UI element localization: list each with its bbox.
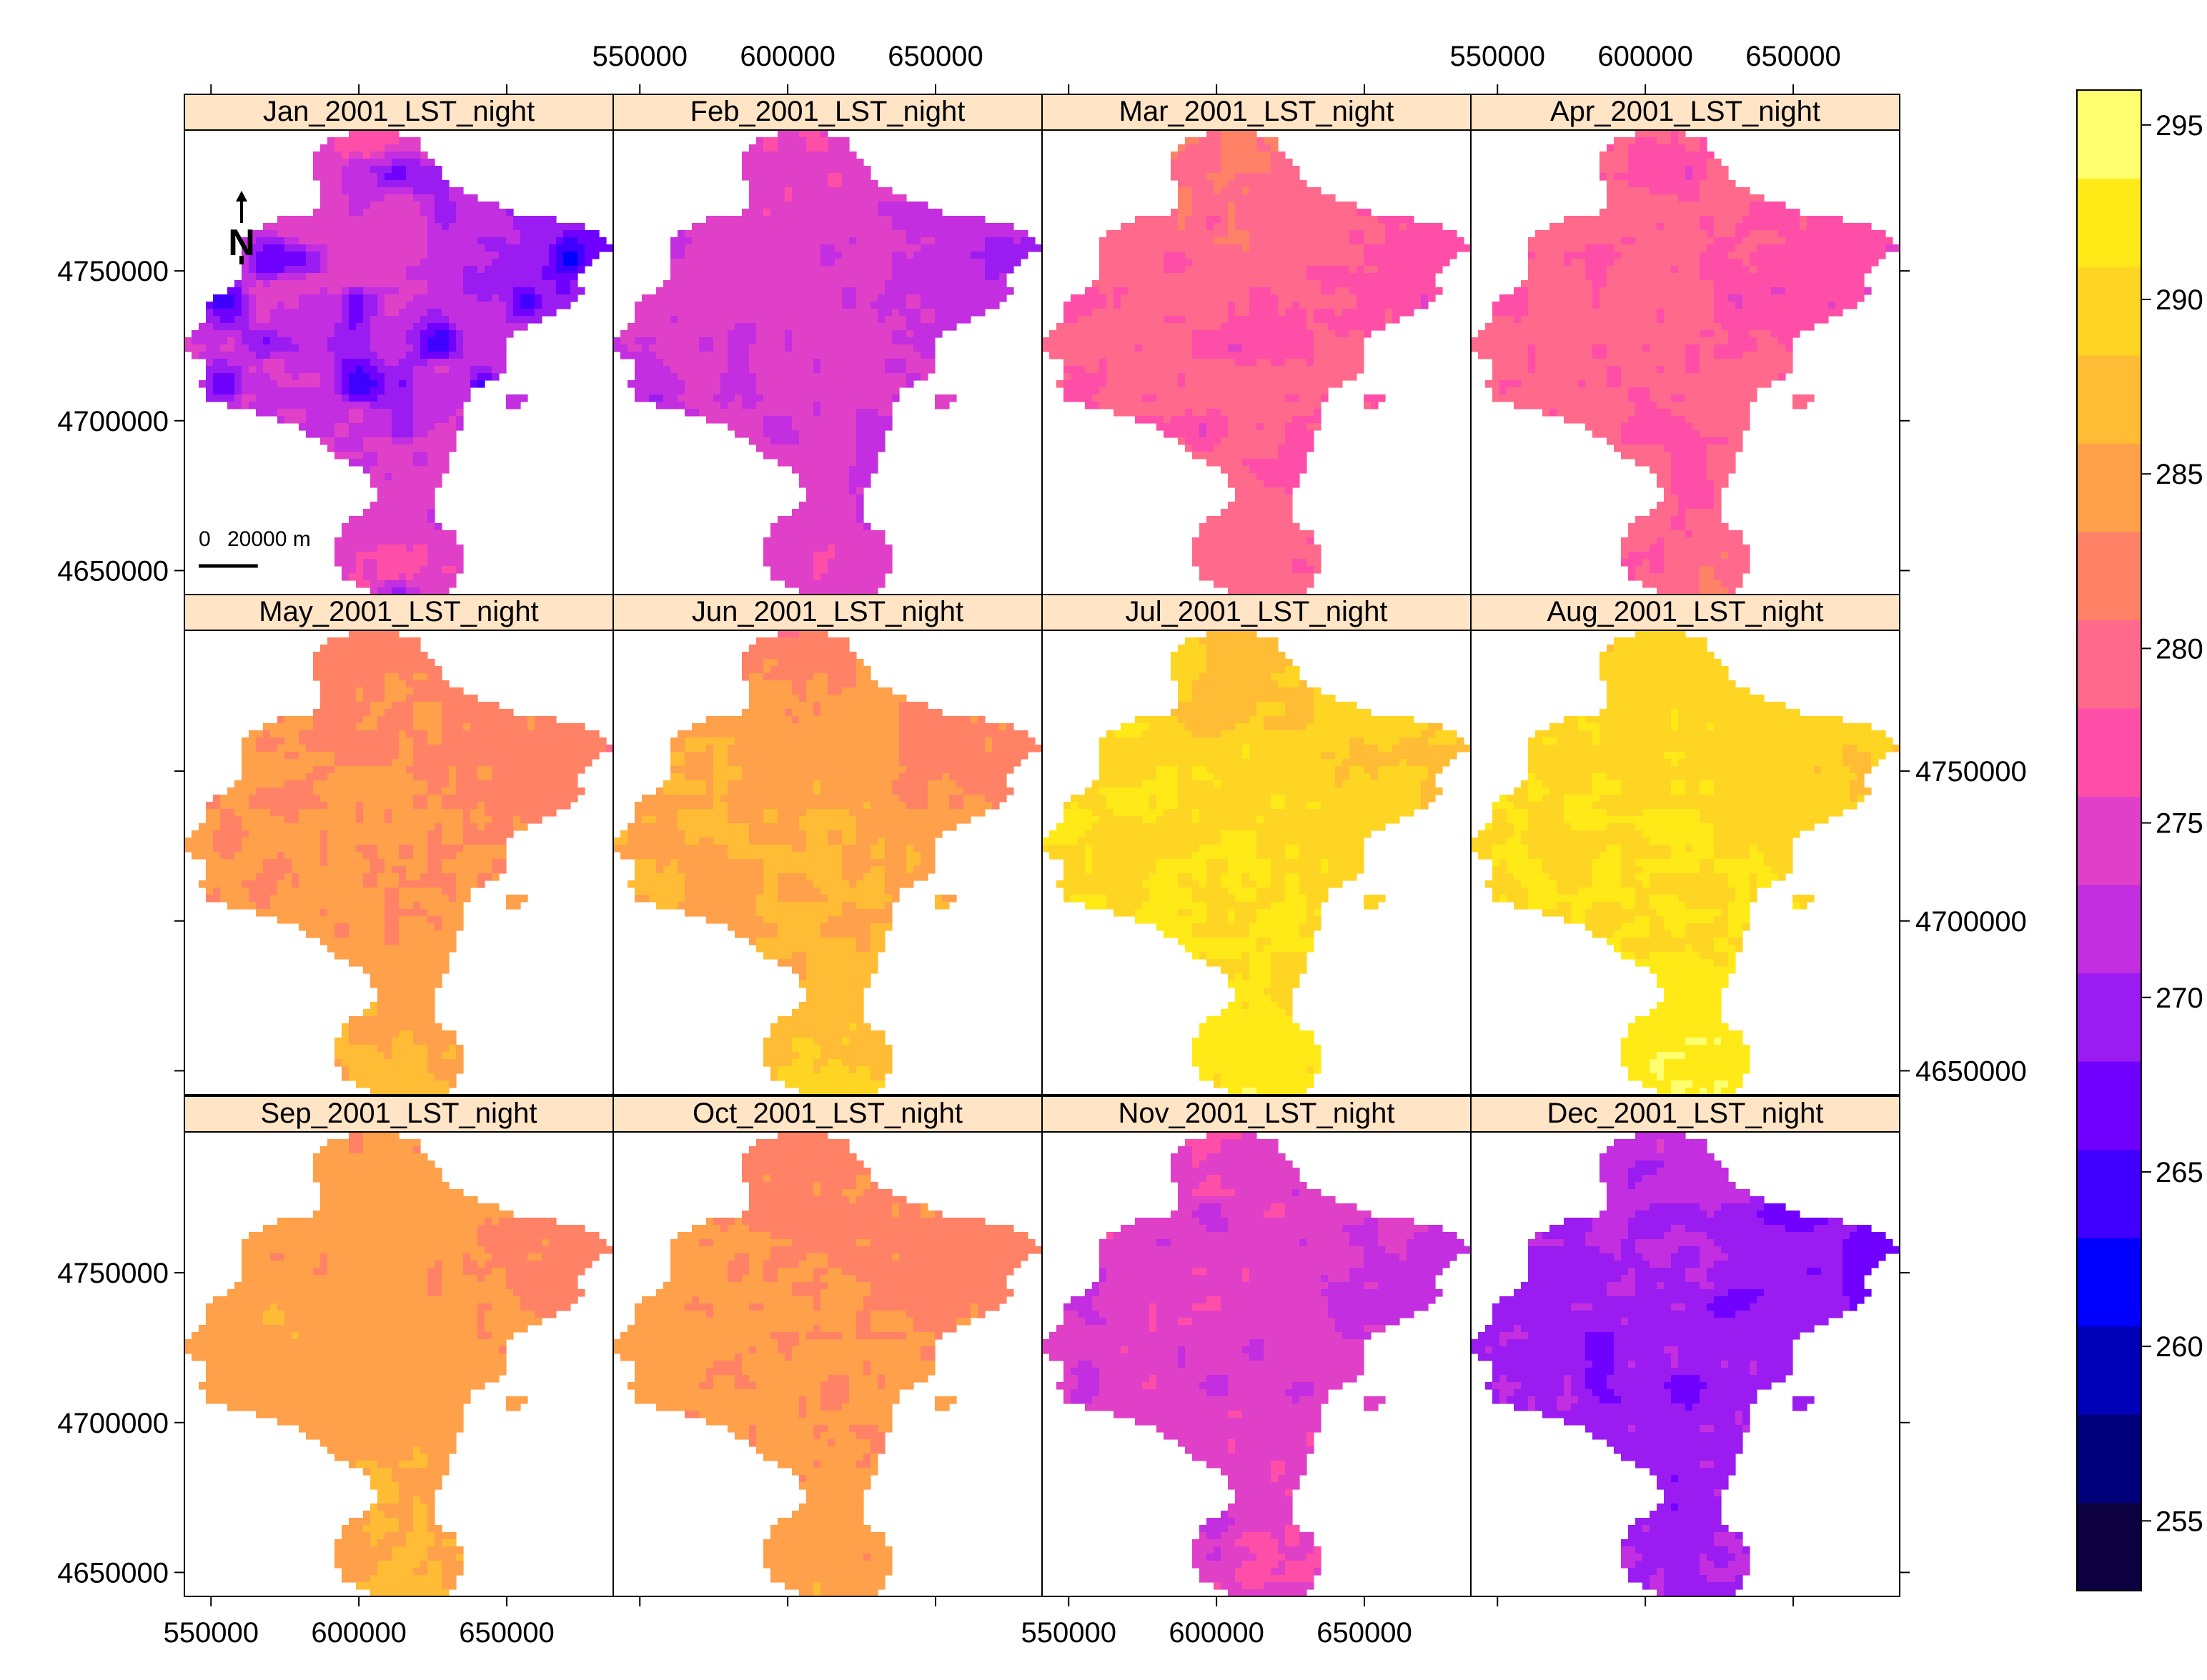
y-tick-label: 4750000	[1915, 756, 2027, 787]
y-tick-label: 4650000	[57, 1557, 169, 1589]
colorbar-swatch	[2077, 532, 2141, 620]
colorbar-swatch	[2077, 796, 2141, 885]
map-panel-May_2001_LST_night: May_2001_LST_night	[184, 595, 614, 1095]
colorbar-swatch	[2077, 1061, 2141, 1150]
x-tick-label: 550000	[1449, 41, 1544, 72]
panel-title: Mar_2001_LST_night	[1119, 96, 1394, 127]
x-tick-label: 650000	[888, 41, 983, 72]
panel-title: Jun_2001_LST_night	[692, 596, 963, 627]
colorbar-swatch	[2077, 179, 2141, 267]
panel-title: Sep_2001_LST_night	[261, 1098, 537, 1129]
panel-title: Nov_2001_LST_night	[1119, 1098, 1395, 1129]
panel-title: Jan_2001_LST_night	[263, 96, 535, 127]
x-tick-label: 550000	[163, 1617, 258, 1649]
colorbar-swatch	[2077, 885, 2141, 973]
colorbar-tick-label: 265	[2156, 1157, 2203, 1188]
colorbar-swatch	[2077, 1326, 2141, 1414]
y-tick-label: 4700000	[1915, 906, 2027, 938]
x-tick-label: 550000	[592, 41, 687, 72]
colorbar-swatch	[2077, 708, 2141, 797]
map-panel-Aug_2001_LST_night: Aug_2001_LST_night	[1471, 595, 1900, 1095]
panel-title: Oct_2001_LST_night	[693, 1098, 963, 1129]
colorbar-swatch	[2077, 355, 2141, 444]
x-tick-label: 600000	[1169, 1617, 1264, 1649]
x-tick-label: 600000	[740, 41, 835, 72]
x-tick-label: 650000	[1745, 41, 1840, 72]
panel-title: Apr_2001_LST_night	[1550, 96, 1820, 127]
panel-title: Feb_2001_LST_night	[690, 96, 966, 127]
scale-bar-length: 20000 m	[227, 527, 311, 551]
colorbar-swatch	[2077, 620, 2141, 708]
colorbar-tick-label: 270	[2156, 983, 2203, 1014]
colorbar-swatch	[2077, 90, 2141, 179]
colorbar-legend: 255 260 265 270 275 280 285 290 295	[2077, 90, 2203, 1591]
colorbar-swatch	[2077, 1502, 2141, 1591]
y-tick-label: 4650000	[1915, 1055, 2027, 1087]
y-tick-label: 4750000	[57, 256, 169, 287]
colorbar-swatch	[2077, 443, 2141, 532]
colorbar-swatch	[2077, 1414, 2141, 1503]
colorbar-swatch	[2077, 973, 2141, 1061]
colorbar-swatch	[2077, 1149, 2141, 1238]
y-tick-label: 4750000	[57, 1258, 169, 1289]
y-tick-label: 4700000	[57, 1408, 169, 1439]
map-panel-Nov_2001_LST_night: Nov_2001_LST_night	[1042, 1096, 1472, 1597]
map-panel-Dec_2001_LST_night: Dec_2001_LST_night	[1471, 1096, 1900, 1597]
x-tick-label: 650000	[459, 1617, 554, 1649]
colorbar-swatch	[2077, 1238, 2141, 1326]
colorbar-tick-label: 290	[2156, 284, 2203, 316]
scale-bar-zero: 0	[199, 527, 211, 551]
map-panel-Feb_2001_LST_night: Feb_2001_LST_night	[613, 94, 1043, 595]
colorbar-swatch	[2077, 267, 2141, 355]
map-panel-Jun_2001_LST_night: Jun_2001_LST_night	[613, 595, 1043, 1095]
panel-title: Aug_2001_LST_night	[1547, 596, 1824, 627]
map-panel-Jul_2001_LST_night: Jul_2001_LST_night	[1042, 595, 1472, 1095]
panel-title: Jul_2001_LST_night	[1126, 596, 1388, 627]
x-tick-label: 600000	[1597, 41, 1692, 72]
map-panel-Sep_2001_LST_night: Sep_2001_LST_night	[184, 1096, 614, 1597]
x-tick-label: 550000	[1021, 1617, 1116, 1649]
colorbar-tick-label: 280	[2156, 633, 2203, 665]
colorbar-tick-label: 260	[2156, 1331, 2203, 1363]
x-tick-label: 650000	[1316, 1617, 1412, 1649]
map-panel-Mar_2001_LST_night: Mar_2001_LST_night	[1042, 94, 1472, 595]
colorbar-tick-label: 275	[2156, 808, 2203, 840]
panel-title: Dec_2001_LST_night	[1547, 1098, 1824, 1129]
colorbar-tick-label: 295	[2156, 110, 2203, 141]
map-panel-Oct_2001_LST_night: Oct_2001_LST_night	[613, 1096, 1043, 1597]
x-tick-label: 600000	[311, 1617, 406, 1649]
map-panel-Apr_2001_LST_night: Apr_2001_LST_night	[1471, 94, 1900, 595]
y-tick-label: 4700000	[57, 406, 169, 437]
panel-title: May_2001_LST_night	[259, 596, 538, 627]
y-tick-label: 4650000	[57, 555, 169, 587]
map-panel-Jan_2001_LST_night: Jan_2001_LST_night	[184, 94, 614, 595]
colorbar-tick-label: 255	[2156, 1506, 2203, 1537]
colorbar-tick-label: 285	[2156, 459, 2203, 490]
